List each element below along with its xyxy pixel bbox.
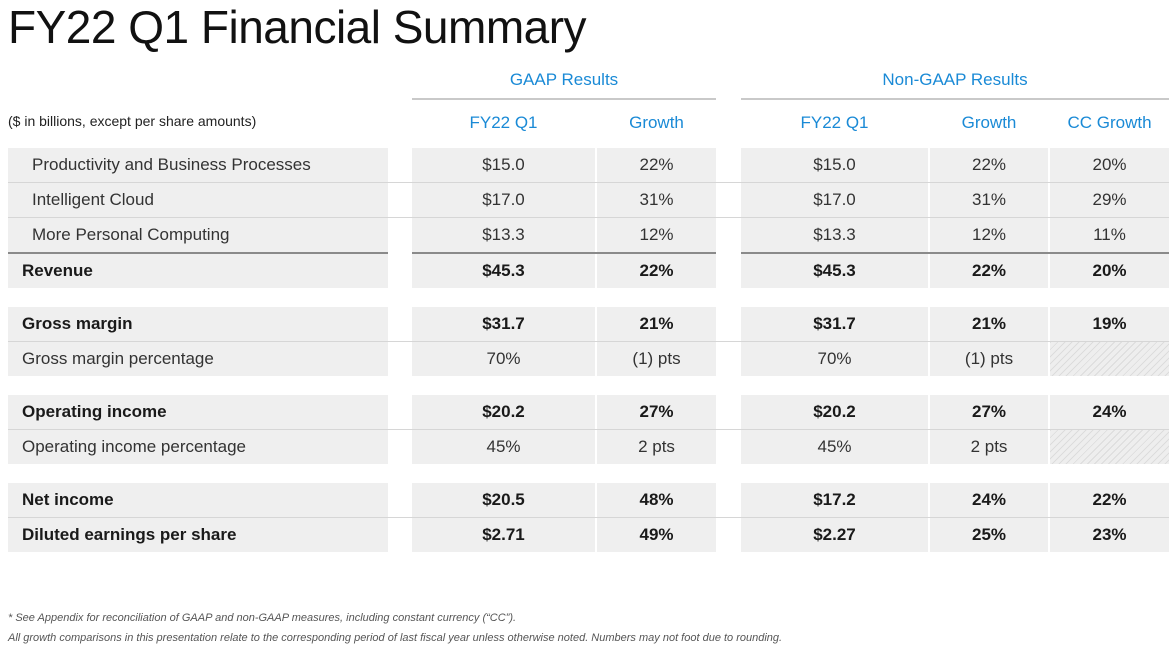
row-divider	[8, 217, 1169, 218]
page-title: FY22 Q1 Financial Summary	[8, 1, 587, 53]
gaap-value: $13.3	[412, 218, 595, 252]
gaap-value: $17.0	[412, 183, 595, 217]
non-gaap-value: $17.2	[741, 483, 928, 517]
cc-growth: 24%	[1050, 395, 1169, 429]
non-gaap-growth: 31%	[930, 183, 1048, 217]
gaap-growth: 49%	[597, 518, 716, 552]
gaap-growth: 22%	[597, 148, 716, 182]
cc-growth-not-applicable	[1050, 342, 1169, 376]
units-note: ($ in billions, except per share amounts…	[8, 113, 257, 129]
table-row-gross-margin-percentage: Gross margin percentage 70% (1) pts 70% …	[0, 342, 1169, 376]
gaap-growth: 2 pts	[597, 430, 716, 464]
row-divider	[8, 182, 1169, 183]
non-gaap-value: $15.0	[741, 148, 928, 182]
row-label: Gross margin percentage	[8, 342, 388, 376]
gaap-growth: 48%	[597, 483, 716, 517]
row-divider	[8, 517, 1169, 518]
gaap-value: $45.3	[412, 254, 595, 288]
non-gaap-value: $45.3	[741, 254, 928, 288]
cc-growth: 19%	[1050, 307, 1169, 341]
revenue-rule	[741, 252, 1169, 254]
row-label: Net income	[8, 483, 388, 517]
non-gaap-growth: 22%	[930, 148, 1048, 182]
revenue-rule	[8, 252, 388, 254]
row-label: Intelligent Cloud	[8, 183, 388, 217]
non-gaap-value: $31.7	[741, 307, 928, 341]
table-row-gross-margin: Gross margin $31.7 21% $31.7 21% 19%	[0, 307, 1169, 341]
non-gaap-growth: 24%	[930, 483, 1048, 517]
column-header-non-gaap-growth: Growth	[961, 113, 1017, 132]
cc-growth: 23%	[1050, 518, 1169, 552]
cc-growth: 20%	[1050, 148, 1169, 182]
footnote-growth-comparisons: All growth comparisons in this presentat…	[8, 632, 783, 644]
cc-growth: 22%	[1050, 483, 1169, 517]
gaap-value: 70%	[412, 342, 595, 376]
row-divider	[8, 429, 1169, 430]
non-gaap-value: 70%	[741, 342, 928, 376]
cc-growth: 29%	[1050, 183, 1169, 217]
column-header-non-gaap-fy22-q1: FY22 Q1	[800, 113, 869, 132]
table-row-operating-income-percentage: Operating income percentage 45% 2 pts 45…	[0, 430, 1169, 464]
non-gaap-growth: (1) pts	[930, 342, 1048, 376]
column-header-gaap-growth: Growth	[629, 113, 684, 132]
row-label: Productivity and Business Processes	[8, 148, 388, 182]
column-header-gaap-fy22-q1: FY22 Q1	[469, 113, 538, 132]
gaap-growth: 21%	[597, 307, 716, 341]
non-gaap-value: $13.3	[741, 218, 928, 252]
gaap-growth: 22%	[597, 254, 716, 288]
gaap-value: 45%	[412, 430, 595, 464]
revenue-rule	[412, 252, 716, 254]
table-row-more-personal-computing: More Personal Computing $13.3 12% $13.3 …	[0, 218, 1169, 252]
non-gaap-growth: 22%	[930, 254, 1048, 288]
row-label: More Personal Computing	[8, 218, 388, 252]
gaap-growth: 12%	[597, 218, 716, 252]
row-label: Operating income percentage	[8, 430, 388, 464]
row-divider	[8, 341, 1169, 342]
gaap-value: $20.2	[412, 395, 595, 429]
non-gaap-value: $2.27	[741, 518, 928, 552]
cc-growth: 20%	[1050, 254, 1169, 288]
gaap-value: $15.0	[412, 148, 595, 182]
non-gaap-value: $20.2	[741, 395, 928, 429]
gaap-growth: 27%	[597, 395, 716, 429]
table-row-revenue: Revenue $45.3 22% $45.3 22% 20%	[0, 254, 1169, 288]
table-row-diluted-eps: Diluted earnings per share $2.71 49% $2.…	[0, 518, 1169, 552]
non-gaap-growth: 12%	[930, 218, 1048, 252]
table-row-net-income: Net income $20.5 48% $17.2 24% 22%	[0, 483, 1169, 517]
table-row-productivity: Productivity and Business Processes $15.…	[0, 148, 1169, 182]
row-label: Revenue	[8, 254, 388, 288]
non-gaap-growth: 27%	[930, 395, 1048, 429]
gaap-value: $2.71	[412, 518, 595, 552]
gaap-growth: 31%	[597, 183, 716, 217]
non-gaap-value: $17.0	[741, 183, 928, 217]
gaap-value: $20.5	[412, 483, 595, 517]
row-label: Diluted earnings per share	[8, 518, 388, 552]
row-label: Operating income	[8, 395, 388, 429]
cc-growth: 11%	[1050, 218, 1169, 252]
gaap-value: $31.7	[412, 307, 595, 341]
non-gaap-results-header: Non-GAAP Results	[741, 68, 1169, 100]
footnote-appendix: * See Appendix for reconciliation of GAA…	[8, 612, 517, 624]
row-label: Gross margin	[8, 307, 388, 341]
non-gaap-value: 45%	[741, 430, 928, 464]
non-gaap-growth: 2 pts	[930, 430, 1048, 464]
gaap-results-header: GAAP Results	[412, 68, 716, 100]
table-row-operating-income: Operating income $20.2 27% $20.2 27% 24%	[0, 395, 1169, 429]
non-gaap-growth: 25%	[930, 518, 1048, 552]
non-gaap-growth: 21%	[930, 307, 1048, 341]
gaap-growth: (1) pts	[597, 342, 716, 376]
cc-growth-not-applicable	[1050, 430, 1169, 464]
column-header-cc-growth: CC Growth	[1067, 113, 1152, 132]
table-row-intelligent-cloud: Intelligent Cloud $17.0 31% $17.0 31% 29…	[0, 183, 1169, 217]
